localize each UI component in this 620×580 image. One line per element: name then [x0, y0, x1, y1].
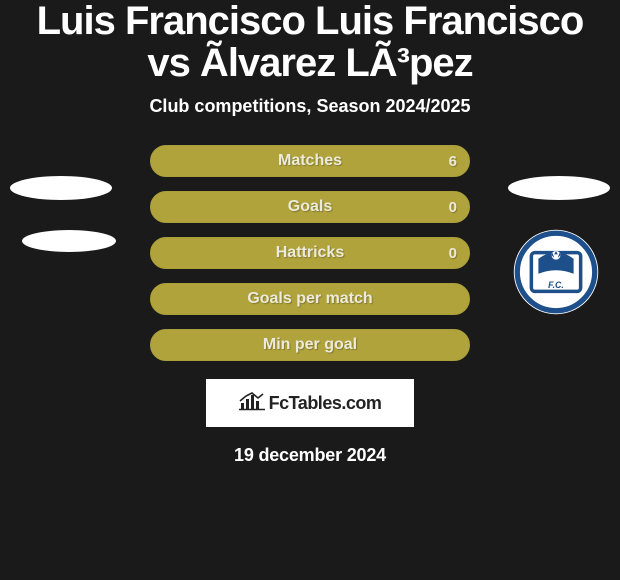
- stat-label: Goals per match: [247, 290, 372, 308]
- stat-label: Hattricks: [276, 244, 344, 262]
- stat-value-right: 0: [449, 245, 457, 262]
- comparison-title: Luis Francisco Luis Francisco vs Ãlvarez…: [0, 0, 620, 84]
- stat-value-right: 6: [449, 153, 457, 170]
- stat-label: Goals: [288, 198, 332, 216]
- stat-row-hattricks: Hattricks 0: [150, 237, 470, 269]
- stat-row-goals-per-match: Goals per match: [150, 283, 470, 315]
- stat-value-right: 0: [449, 199, 457, 216]
- barchart-icon: [239, 391, 265, 416]
- comparison-subtitle: Club competitions, Season 2024/2025: [0, 96, 620, 117]
- stats-container: Matches 6 Goals 0 Hattricks 0 Goals per …: [0, 145, 620, 361]
- stat-label: Matches: [278, 152, 342, 170]
- stat-row-goals: Goals 0: [150, 191, 470, 223]
- generated-date: 19 december 2024: [0, 445, 620, 466]
- stat-label: Min per goal: [263, 336, 357, 354]
- brand-text: FcTables.com: [269, 393, 382, 414]
- stat-row-min-per-goal: Min per goal: [150, 329, 470, 361]
- stat-row-matches: Matches 6: [150, 145, 470, 177]
- brand-box: FcTables.com: [206, 379, 414, 427]
